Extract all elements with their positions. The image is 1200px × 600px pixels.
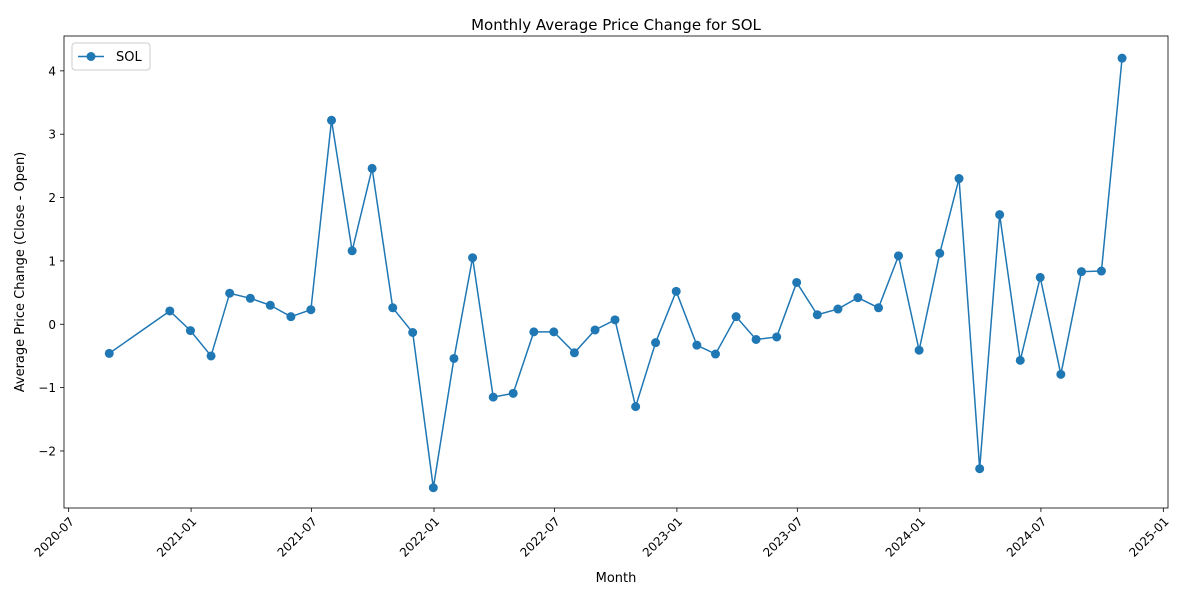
y-axis: −2 −1 0 1 2 3 4 [38,64,64,458]
data-point [792,277,802,287]
data-point [651,338,661,348]
data-point [185,326,195,336]
data-point [488,392,498,402]
data-point [306,305,316,315]
data-point [954,174,964,184]
data-point [772,332,782,342]
plot-frame [63,35,1169,509]
data-point [1096,266,1106,276]
data-point [671,286,681,296]
y-tick-label: 4 [48,64,56,78]
data-point [225,288,235,298]
data-point [265,300,275,310]
data-point [549,327,559,337]
data-point [1117,53,1127,63]
y-axis-label: Average Price Change (Close - Open) [13,152,28,393]
x-axis-label: Month [596,571,637,586]
legend-label: SOL [116,50,142,65]
data-point [428,483,438,493]
data-point [367,163,377,173]
data-point [935,248,945,258]
plot-area [104,53,1127,493]
data-point [751,334,761,344]
data-point [914,345,924,355]
data-point [104,348,114,358]
data-point [853,293,863,303]
data-point [975,464,985,474]
data-point [449,353,459,363]
data-point [245,293,255,303]
data-point [1056,369,1066,379]
y-tick-label: 3 [48,128,56,142]
data-point [710,349,720,359]
y-tick-label: 0 [48,318,56,332]
data-point [508,388,518,398]
legend-marker-swatch [86,52,96,61]
y-tick-label: −1 [38,381,56,395]
data-point [731,312,741,322]
y-tick-label: 1 [48,254,56,268]
data-point [327,115,337,125]
chart-title: Monthly Average Price Change for SOL [471,16,761,34]
data-point [812,310,822,320]
data-point [347,246,357,256]
data-point [874,303,884,313]
y-tick-label: −2 [38,444,56,458]
data-point [529,327,539,337]
data-point [206,351,216,361]
data-point [1035,272,1045,282]
legend-box [71,42,151,71]
data-point [286,312,296,322]
data-point [569,348,579,358]
data-point [408,328,418,337]
data-point [893,251,903,261]
data-point [468,253,478,263]
data-point [1076,267,1086,277]
data-point [165,306,175,316]
legend: SOL [71,42,151,71]
data-point [590,325,600,335]
data-point [692,340,702,350]
data-point [610,315,620,325]
data-point [995,210,1005,220]
y-tick-label: 2 [48,191,56,205]
data-point [388,303,398,313]
data-point [631,402,641,412]
data-point [1015,355,1025,365]
data-point [833,304,843,314]
